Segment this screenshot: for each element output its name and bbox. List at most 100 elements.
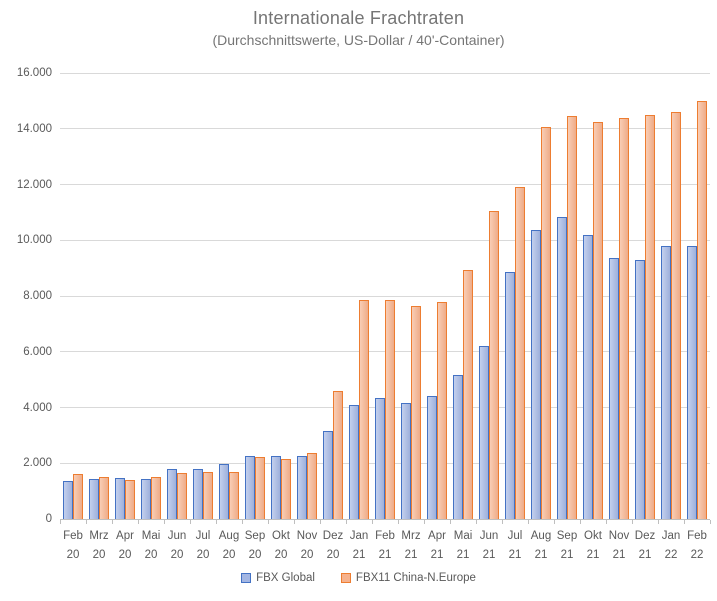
bar-group <box>580 73 606 519</box>
y-axis-tick-label: 14.000 <box>16 122 52 135</box>
x-axis-category-label: Jan 21 <box>349 530 369 561</box>
bar-fbx11-china-neurope <box>489 211 499 519</box>
bar-group <box>632 73 658 519</box>
bar-group <box>60 73 86 519</box>
bar-group <box>190 73 216 519</box>
x-axis-tick <box>684 520 685 524</box>
bar-fbx-global <box>271 456 281 519</box>
x-axis-category-label: Jul 20 <box>195 530 211 561</box>
bar-fbx11-china-neurope <box>177 473 187 519</box>
x-axis-tick <box>658 520 659 524</box>
bar-fbx11-china-neurope <box>385 300 395 519</box>
y-axis-tick-label: 6.000 <box>23 345 52 358</box>
y-axis-tick-label: 12.000 <box>16 178 52 191</box>
bar-group <box>606 73 632 519</box>
x-axis-category-label: Mrz 20 <box>89 530 109 561</box>
x-axis-category-label: Okt 21 <box>584 530 602 561</box>
x-axis-category-label: Jun 20 <box>167 530 187 561</box>
bar-group <box>268 73 294 519</box>
bar-fbx11-china-neurope <box>619 118 629 519</box>
x-axis-category-label: Feb 20 <box>63 530 83 561</box>
bar-fbx-global <box>115 478 125 519</box>
x-axis-tick <box>320 520 321 524</box>
x-axis-tick <box>710 520 711 524</box>
bar-fbx11-china-neurope <box>203 472 213 519</box>
x-axis-tick <box>528 520 529 524</box>
x-axis-category-label: Apr 20 <box>116 530 134 561</box>
bar-fbx-global <box>245 456 255 519</box>
bar-fbx11-china-neurope <box>697 101 707 519</box>
bar-fbx11-china-neurope <box>411 306 421 519</box>
bar-fbx-global <box>661 246 671 519</box>
x-axis-category-label: Nov 20 <box>296 530 318 561</box>
y-axis-tick-label: 8.000 <box>23 290 52 302</box>
bar-fbx11-china-neurope <box>255 457 265 519</box>
bar-fbx-global <box>401 403 411 519</box>
x-axis-category-label: Mai 21 <box>453 530 473 561</box>
bar-fbx-global <box>505 272 515 519</box>
x-axis-category-label: Jul 21 <box>507 530 523 561</box>
bar-fbx-global <box>349 405 359 519</box>
y-axis-tick-label: 2.000 <box>23 457 52 470</box>
x-axis-tick <box>632 520 633 524</box>
bar-fbx11-china-neurope <box>463 270 473 519</box>
bar-fbx-global <box>219 464 229 519</box>
bar-fbx11-china-neurope <box>515 187 525 519</box>
legend-swatch-fbx-global <box>241 573 252 583</box>
bar-group <box>86 73 112 519</box>
x-axis-tick <box>476 520 477 524</box>
bar-group <box>528 73 554 519</box>
bar-fbx11-china-neurope <box>645 115 655 519</box>
x-axis-category-label: Nov 21 <box>608 530 630 561</box>
x-axis-tick <box>346 520 347 524</box>
bar-fbx11-china-neurope <box>73 474 83 519</box>
gridline <box>60 184 710 185</box>
x-axis-category-label: Mai 20 <box>141 530 161 561</box>
x-axis-tick <box>502 520 503 524</box>
bar-fbx-global <box>687 246 697 519</box>
legend-label: FBX11 China-N.Europe <box>355 572 476 584</box>
bar-group <box>216 73 242 519</box>
x-axis-tick <box>554 520 555 524</box>
x-axis-tick <box>112 520 113 524</box>
bar-fbx11-china-neurope <box>593 122 603 519</box>
chart-title: Internationale Frachtraten <box>252 8 465 28</box>
y-axis-tick-label: 10.000 <box>16 234 52 247</box>
y-axis-tick-label: 16.000 <box>16 67 52 79</box>
x-axis-category-label: Feb 21 <box>375 530 395 561</box>
bar-fbx-global <box>427 396 437 519</box>
bar-group <box>450 73 476 519</box>
x-axis-category-label: Jun 21 <box>479 530 499 561</box>
bar-fbx11-china-neurope <box>125 480 135 519</box>
plot-area: 0 2.000 4.000 6.000 8.000 10.000 12.000 14.000 1… <box>17 67 711 561</box>
x-axis-tick <box>372 520 373 524</box>
x-axis-tick <box>86 520 87 524</box>
bar-group <box>502 73 528 519</box>
bar-group <box>138 73 164 519</box>
bar-group <box>554 73 580 519</box>
bar-group <box>658 73 684 519</box>
bar-fbx-global <box>583 235 593 519</box>
legend-label: FBX Global <box>256 572 315 584</box>
bar-fbx-global <box>531 230 541 519</box>
bar-fbx-global <box>63 481 73 519</box>
bar-fbx11-china-neurope <box>281 459 291 519</box>
x-axis-category-label: Jan 22 <box>661 530 681 561</box>
bar-fbx11-china-neurope <box>229 472 239 519</box>
bar-fbx11-china-neurope <box>359 300 369 519</box>
gridline <box>60 239 710 241</box>
legend-item-fbx11-china-neurope: FBX11 China-N.Europe <box>340 572 476 584</box>
x-axis-tick <box>60 520 61 524</box>
bar-group <box>294 73 320 519</box>
bar-group <box>424 73 450 519</box>
y-axis-tick-label: 4.000 <box>23 401 52 414</box>
bar-group <box>320 73 346 519</box>
bar-fbx11-china-neurope <box>333 391 343 519</box>
legend-item-fbx-global: FBX Global <box>241 572 315 584</box>
x-axis-tick <box>424 520 425 524</box>
bar-fbx11-china-neurope <box>99 477 109 519</box>
x-axis-tick <box>268 520 269 524</box>
bar-fbx11-china-neurope <box>437 302 447 519</box>
x-axis-category-label: Feb 22 <box>687 530 707 561</box>
gridline <box>60 72 710 74</box>
